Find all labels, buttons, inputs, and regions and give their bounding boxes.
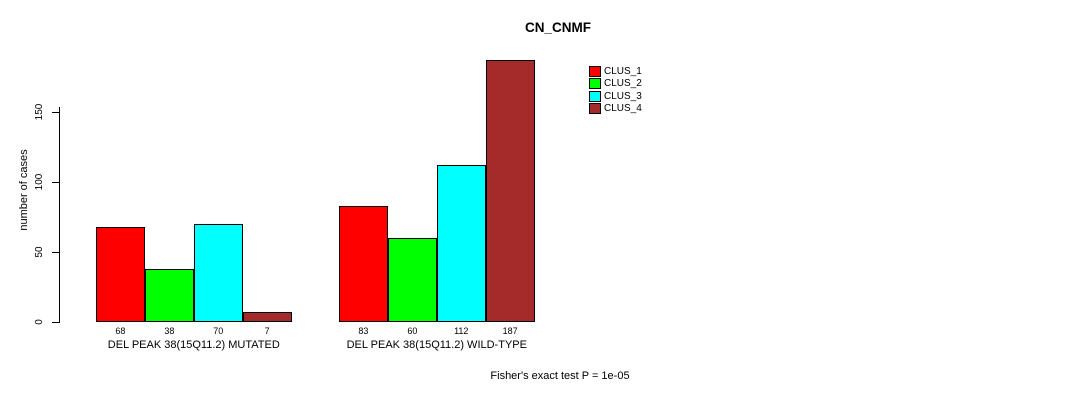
y-axis-tick-label: 100 xyxy=(34,173,45,191)
legend-swatch xyxy=(589,65,601,77)
legend-label: CLUS_3 xyxy=(604,90,642,102)
y-axis-tick-label: 0 xyxy=(34,319,45,325)
y-axis-tick xyxy=(52,252,59,253)
bar-value-label: 187 xyxy=(502,326,518,336)
legend-label: CLUS_2 xyxy=(604,78,642,90)
legend-swatch xyxy=(589,103,601,115)
bar-clus-2-g0 xyxy=(144,268,194,322)
bar-clus-1-g0 xyxy=(96,226,145,322)
legend-label: CLUS_1 xyxy=(604,65,642,77)
y-axis-tick-label: 150 xyxy=(34,103,45,121)
bar-value-label: 7 xyxy=(264,326,270,336)
bar-clus-3-g1 xyxy=(436,165,486,322)
bar-value-label: 60 xyxy=(407,326,418,336)
bar-clus-2-g1 xyxy=(387,238,437,322)
y-axis-tick xyxy=(52,322,59,323)
bar-value-label: 83 xyxy=(358,326,369,336)
bar-clus-4-g1 xyxy=(485,60,535,322)
bar-value-label: 68 xyxy=(115,326,126,336)
y-axis-line xyxy=(59,107,60,323)
bar-clus-4-g0 xyxy=(242,312,292,322)
y-axis-tick xyxy=(52,182,59,183)
legend-swatch xyxy=(589,78,601,90)
x-category-label: DEL PEAK 38(15Q11.2) MUTATED xyxy=(107,339,280,351)
bar-clus-3-g0 xyxy=(193,224,243,322)
legend-swatch xyxy=(589,90,601,102)
chart-title: CN_CNMF xyxy=(525,20,591,35)
y-axis-tick xyxy=(52,112,59,113)
y-axis-tick-label: 50 xyxy=(34,246,45,258)
x-category-label: DEL PEAK 38(15Q11.2) WILD-TYPE xyxy=(346,339,527,351)
bar-value-label: 38 xyxy=(164,326,175,336)
statistical-test-annotation: Fisher's exact test P = 1e-05 xyxy=(490,370,630,382)
bar-value-label: 70 xyxy=(213,326,224,336)
legend-label: CLUS_4 xyxy=(604,103,642,115)
bar-clus-1-g1 xyxy=(339,205,388,322)
bar-value-label: 112 xyxy=(454,326,469,336)
